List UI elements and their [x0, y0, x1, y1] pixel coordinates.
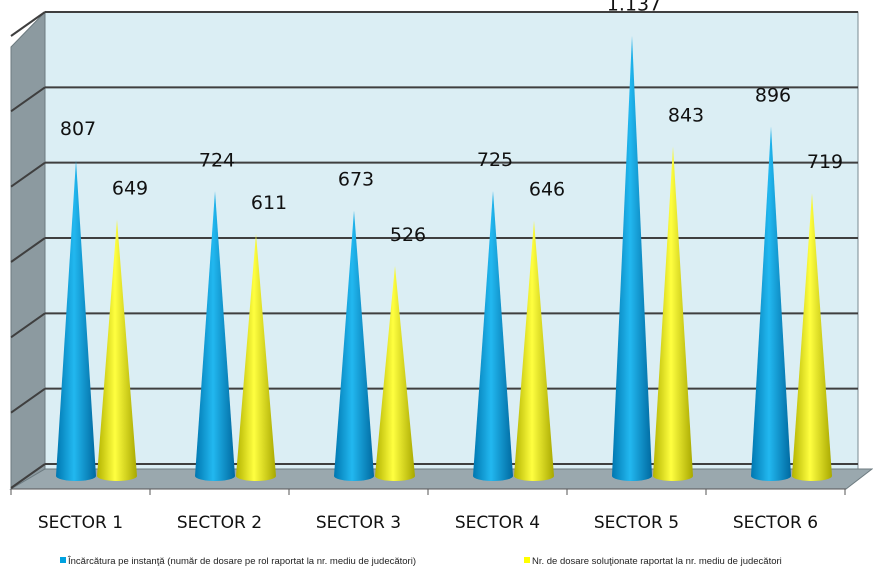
- cone-body: [473, 190, 513, 481]
- data-label: 896: [755, 85, 791, 107]
- cone-solutionate-4: [514, 220, 554, 481]
- data-label: 526: [390, 224, 426, 246]
- x-axis: SECTOR 1 SECTOR 2 SECTOR 3 SECTOR 4 SECTOR 5…: [10, 488, 846, 533]
- cone-incarcatura-1: [56, 160, 96, 481]
- legend-item: Încărcătura pe instanţă (număr de dosare…: [60, 556, 416, 567]
- cone-body: [375, 265, 415, 481]
- data-label: 646: [529, 179, 565, 201]
- gridlines: [10, 11, 858, 489]
- legend-label: Încărcătura pe instanţă (număr de dosare…: [67, 556, 416, 567]
- legend-swatch: [60, 557, 66, 563]
- cone-body: [792, 193, 832, 481]
- cone-body: [97, 219, 137, 481]
- chart-floor: [9, 468, 873, 490]
- cone-solutionate-6: [792, 193, 832, 481]
- data-label: 1.137: [607, 0, 661, 16]
- cone-incarcatura-4: [473, 190, 513, 481]
- legend-label: Nr. de dosare soluţionate raportat la nr…: [532, 556, 782, 567]
- category-label: SECTOR 2: [177, 513, 262, 533]
- data-label: 673: [338, 169, 374, 191]
- gridline-side: [10, 86, 46, 113]
- back-wall: [44, 11, 859, 470]
- category-label: SECTOR 5: [594, 513, 679, 533]
- cone-body: [751, 126, 791, 482]
- data-label: 807: [60, 118, 96, 140]
- cone-solutionate-3: [375, 265, 415, 481]
- category-label: SECTOR 1: [38, 513, 123, 533]
- data-labels: 807 649 724 611 673 526 725 646 1.137 843 896 719: [60, 0, 843, 246]
- legend-item: Nr. de dosare soluţionate raportat la nr…: [524, 556, 782, 567]
- cone-body: [56, 160, 96, 481]
- data-label: 611: [251, 192, 287, 214]
- gridline-side: [10, 11, 46, 37]
- cone-solutionate-5: [653, 146, 693, 481]
- cone-body: [514, 220, 554, 481]
- data-label: 649: [112, 178, 148, 200]
- cone-incarcatura-3: [334, 210, 374, 481]
- gridline-side: [10, 237, 46, 263]
- cone-body: [236, 233, 276, 481]
- chart-walls: [9, 10, 873, 490]
- cone-body: [195, 191, 235, 481]
- cone-body: [612, 35, 652, 481]
- legend: Încărcătura pe instanţă (număr de dosare…: [60, 556, 782, 567]
- data-label: 843: [668, 104, 704, 126]
- gridline-side: [10, 312, 46, 339]
- cone-body: [334, 210, 374, 481]
- category-label: SECTOR 3: [316, 513, 401, 533]
- cone-solutionate-2: [236, 233, 276, 481]
- category-label: SECTOR 4: [455, 513, 540, 533]
- gridline-side: [10, 387, 46, 414]
- data-label: 725: [477, 149, 513, 171]
- data-label: 724: [199, 149, 235, 171]
- gridline-side: [10, 161, 46, 188]
- cone-incarcatura-6: [751, 126, 791, 482]
- cone-solutionate-1: [97, 219, 137, 481]
- chart-series: [56, 35, 832, 482]
- legend-swatch: [524, 557, 530, 563]
- data-label: 719: [807, 151, 843, 173]
- cone-incarcatura-5: [612, 35, 652, 481]
- gridline-side: [10, 463, 46, 489]
- cone-body: [653, 146, 693, 481]
- cone-incarcatura-2: [195, 191, 235, 481]
- category-label: SECTOR 6: [733, 513, 818, 533]
